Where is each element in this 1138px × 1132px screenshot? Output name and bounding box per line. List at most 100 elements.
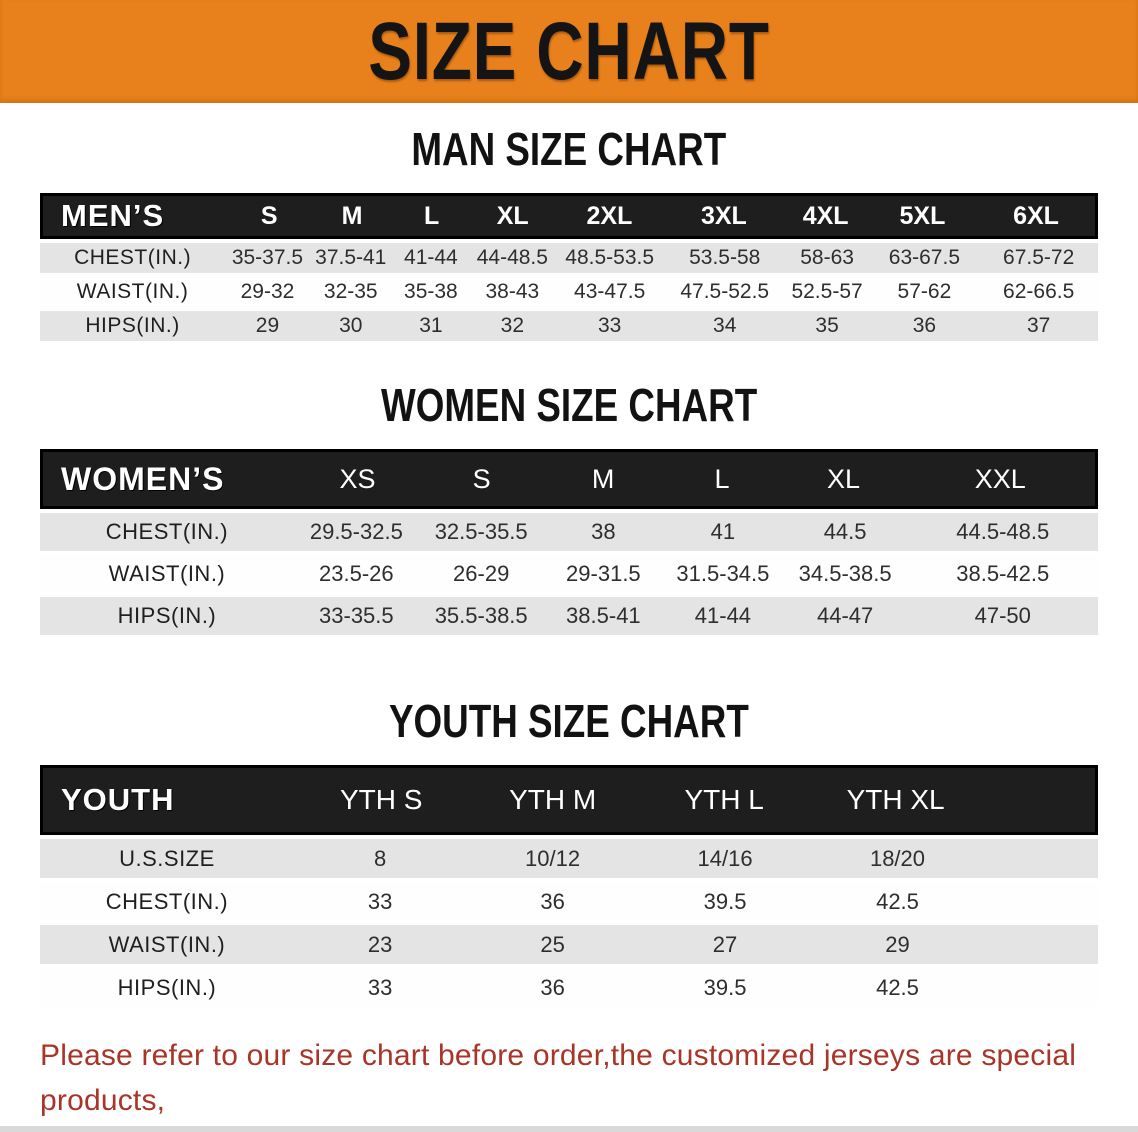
size-value-cell: 57-62 <box>897 280 952 303</box>
size-value-cell: 33 <box>597 314 622 337</box>
size-value-cell: 34 <box>713 314 737 337</box>
size-value-cell: 52.5-57 <box>791 280 863 303</box>
size-value-cell: 41-44 <box>404 246 458 269</box>
measure-row-label: HIPS(IN.) <box>117 603 217 628</box>
size-column-header: L <box>714 463 730 494</box>
size-value-cell: 41 <box>710 519 736 544</box>
size-value-cell: 30 <box>339 314 363 337</box>
measure-row: HIPS(IN.) 33-35.5 35.5-38.5 38.5-41 41-44 44-… <box>40 597 1098 635</box>
measure-row-label: CHEST(IN.) <box>105 519 229 544</box>
measure-row: HIPS(IN.) 33 36 39.5 42.5 <box>40 968 1098 1007</box>
size-value-cell: 35.5-38.5 <box>434 603 528 628</box>
size-value-cell: 42.5 <box>876 974 919 1000</box>
size-value-cell: 47-50 <box>974 603 1031 628</box>
size-value-cell: 37.5-41 <box>315 246 387 269</box>
size-value-cell: 29-32 <box>240 280 295 303</box>
size-value-cell: 39.5 <box>703 888 747 914</box>
size-value-cell: 36 <box>540 974 565 1000</box>
size-value-cell: 44-47 <box>816 603 874 628</box>
size-column-header: M <box>341 201 363 230</box>
size-value-cell: 36 <box>540 888 565 914</box>
size-value-cell: 29.5-32.5 <box>309 519 403 544</box>
size-value-cell: 31 <box>419 314 443 337</box>
size-value-cell: 48.5-53.5 <box>565 246 655 269</box>
disclaimer-line-1: Please refer to our size chart before or… <box>40 1039 1077 1117</box>
size-column-header: 4XL <box>802 201 849 230</box>
size-value-cell: 67.5-72 <box>1003 246 1075 269</box>
size-column-header: YTH L <box>684 784 764 815</box>
size-value-cell: 53.5-58 <box>689 246 761 269</box>
size-value-cell: 29 <box>255 314 280 337</box>
size-value-cell: 38.5-41 <box>566 603 641 628</box>
page-title-text: SIZE CHART <box>368 5 770 97</box>
measure-row: CHEST(IN.) 33 36 39.5 42.5 <box>40 882 1098 921</box>
size-column-header: S <box>260 201 278 230</box>
size-column-header: YTH M <box>509 784 597 815</box>
measure-row-label: WAIST(IN.) <box>108 931 226 957</box>
measure-row-label: CHEST(IN.) <box>105 888 229 914</box>
measure-row-label: WAIST(IN.) <box>108 561 226 586</box>
size-value-cell: 58-63 <box>800 246 854 269</box>
measure-row-label: HIPS(IN.) <box>117 974 217 1000</box>
disclaimer: Please refer to our size chart before or… <box>40 1033 1138 1132</box>
size-value-cell: 32-35 <box>323 280 378 303</box>
size-value-cell: 35-37.5 <box>231 246 304 269</box>
men-size-table: MEN’S S M L XL 2XL 3XL 4XL 5XL 6XL CHEST(IN.) 35-37… <box>40 193 1098 341</box>
size-value-cell: 23.5-26 <box>319 561 394 586</box>
size-value-cell: 41-44 <box>694 603 752 628</box>
size-value-cell: 63-67.5 <box>888 246 961 269</box>
size-value-cell: 62-66.5 <box>1003 280 1075 303</box>
size-column-header: 2XL <box>586 201 633 230</box>
size-column-header: XL <box>827 463 861 494</box>
women-section-heading: WOMEN SIZE CHART <box>0 377 1138 433</box>
size-value-cell: 39.5 <box>703 974 747 1000</box>
youth-size-table: YOUTH YTH S YTH M YTH L YTH XL U.S.SIZE 8 10/12… <box>40 765 1098 1007</box>
size-column-header: 5XL <box>899 201 946 230</box>
youth-section-heading: YOUTH SIZE CHART <box>0 693 1138 749</box>
measure-row: CHEST(IN.) 29.5-32.5 32.5-35.5 38 41 44.5 44.5… <box>40 513 1098 551</box>
size-value-cell: 38.5-42.5 <box>956 561 1050 586</box>
size-value-cell: 26-29 <box>453 561 510 586</box>
measure-row: WAIST(IN.) 29-32 32-35 35-38 38-43 43-47.5 47.… <box>40 277 1098 307</box>
measure-row: CHEST(IN.) 35-37.5 37.5-41 41-44 44-48.5 48.5… <box>40 243 1098 273</box>
size-value-cell: 37 <box>1026 314 1051 337</box>
table-header-row: MEN’S S M L XL 2XL 3XL 4XL 5XL 6XL <box>40 193 1098 239</box>
size-value-cell: 14/16 <box>697 845 753 871</box>
size-value-cell: 42.5 <box>876 888 919 914</box>
size-column-header: L <box>424 201 440 230</box>
size-value-cell: 33-35.5 <box>319 603 394 628</box>
bottom-edge-strip <box>0 1126 1138 1132</box>
measure-row-label: WAIST(IN.) <box>76 280 189 303</box>
size-value-cell: 29-31.5 <box>566 561 641 586</box>
size-value-cell: 38 <box>591 519 616 544</box>
size-column-header: S <box>472 463 491 494</box>
size-value-cell: 8 <box>374 845 387 871</box>
measure-row: U.S.SIZE 8 10/12 14/16 18/20 <box>40 839 1098 878</box>
size-column-header: M <box>591 463 615 494</box>
size-value-cell: 10/12 <box>525 845 581 871</box>
size-value-cell: 29 <box>885 931 910 957</box>
measure-row-label: U.S.SIZE <box>119 845 215 871</box>
men-section-heading-text: MAN SIZE CHART <box>411 123 727 175</box>
size-column-header: YTH S <box>339 784 423 815</box>
size-column-header: 3XL <box>700 201 747 230</box>
banner: SIZE CHART <box>0 0 1138 103</box>
women-size-table: WOMEN’S XS S M L XL XXL CHEST(IN.) 29.5-32.5 32.5… <box>40 449 1098 635</box>
size-value-cell: 44.5-48.5 <box>956 519 1050 544</box>
youth-section-heading-text: YOUTH SIZE CHART <box>389 695 749 747</box>
size-column-header: YTH XL <box>846 784 945 815</box>
size-value-cell: 38-43 <box>485 280 540 303</box>
table-corner-label: YOUTH <box>61 782 175 817</box>
measure-row: WAIST(IN.) 23.5-26 26-29 29-31.5 31.5-34.5 34… <box>40 555 1098 593</box>
table-header-row: WOMEN’S XS S M L XL XXL <box>40 449 1098 509</box>
size-value-cell: 35 <box>815 314 839 337</box>
women-section-heading-text: WOMEN SIZE CHART <box>380 379 758 431</box>
size-column-header: XL <box>496 201 529 230</box>
size-column-header: 6XL <box>1013 201 1059 230</box>
table-corner-label: WOMEN’S <box>61 460 225 497</box>
size-value-cell: 47.5-52.5 <box>680 280 770 303</box>
size-value-cell: 43-47.5 <box>574 280 646 303</box>
size-value-cell: 32 <box>500 314 525 337</box>
size-value-cell: 44-48.5 <box>476 246 548 269</box>
table-body: CHEST(IN.) 29.5-32.5 32.5-35.5 38 41 44.5 44.5… <box>40 513 1098 635</box>
